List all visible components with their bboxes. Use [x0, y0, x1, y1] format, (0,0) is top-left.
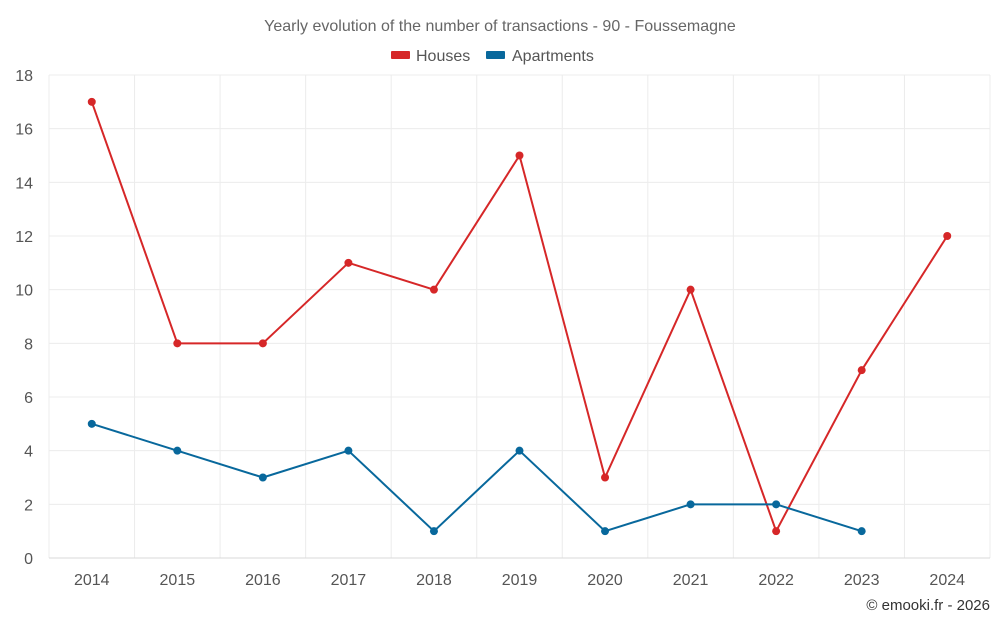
- data-point-houses-2024[interactable]: [943, 232, 952, 240]
- data-point-apartments-2020[interactable]: [601, 527, 610, 536]
- data-point-houses-2022[interactable]: [772, 527, 781, 536]
- x-tick-label: 2019: [502, 572, 538, 589]
- legend: Houses Apartments: [391, 48, 594, 65]
- legend-label-apartments: Apartments: [512, 48, 594, 65]
- data-point-apartments-2015[interactable]: [173, 446, 182, 455]
- y-tick-label: 4: [24, 444, 33, 461]
- data-point-apartments-2018[interactable]: [429, 527, 438, 536]
- legend-swatch-houses: [391, 51, 410, 59]
- y-tick-label: 18: [15, 68, 33, 85]
- x-tick-label: 2021: [673, 572, 709, 589]
- x-tick-label: 2023: [844, 572, 880, 589]
- data-point-apartments-2023[interactable]: [857, 527, 866, 536]
- x-tick-label: 2018: [416, 572, 452, 589]
- x-tick-label: 2020: [587, 572, 623, 589]
- x-tick-label: 2016: [245, 572, 281, 589]
- data-point-apartments-2021[interactable]: [686, 500, 695, 509]
- copyright-credit: © emooki.fr - 2026: [866, 597, 990, 614]
- grid: [48, 74, 991, 558]
- legend-label-houses: Houses: [416, 48, 470, 65]
- data-point-houses-2016[interactable]: [258, 339, 267, 348]
- data-point-apartments-2019[interactable]: [515, 446, 524, 455]
- y-tick-label: 14: [15, 175, 33, 192]
- data-point-houses-2020[interactable]: [601, 473, 610, 482]
- chart-title: Yearly evolution of the number of transa…: [264, 18, 736, 35]
- data-point-houses-2018[interactable]: [429, 285, 438, 294]
- data-point-houses-2023[interactable]: [857, 366, 866, 375]
- y-tick-label: 2: [24, 497, 33, 514]
- y-tick-label: 10: [15, 283, 33, 300]
- y-tick-label: 0: [24, 551, 33, 568]
- data-point-apartments-2017[interactable]: [344, 446, 353, 455]
- x-tick-label: 2024: [929, 572, 965, 589]
- series-line-apartments: [91, 422, 862, 533]
- data-point-houses-2017[interactable]: [344, 258, 353, 267]
- data-point-houses-2014[interactable]: [87, 97, 96, 106]
- x-tick-label: 2014: [74, 572, 110, 589]
- data-point-apartments-2014[interactable]: [87, 419, 96, 428]
- y-tick-label: 12: [15, 229, 33, 246]
- y-tick-label: 8: [24, 336, 33, 353]
- y-tick-label: 6: [24, 390, 33, 407]
- x-tick-label: 2015: [160, 572, 196, 589]
- data-point-houses-2019[interactable]: [515, 151, 524, 160]
- data-point-apartments-2022[interactable]: [772, 500, 781, 509]
- data-point-houses-2021[interactable]: [686, 285, 695, 294]
- y-axis: 0 2 4 6 8 10 12 14 16 18: [15, 68, 33, 568]
- x-axis: 2014 2015 2016 2017 2018 2019 2020 2021 2022 2023…: [49, 557, 990, 589]
- y-tick-label: 16: [15, 122, 33, 139]
- data-point-houses-2015[interactable]: [173, 339, 182, 348]
- x-tick-label: 2022: [758, 572, 794, 589]
- data-point-apartments-2016[interactable]: [258, 473, 267, 482]
- series-layer: [87, 97, 952, 536]
- legend-swatch-apartments: [486, 51, 505, 59]
- x-tick-label: 2017: [331, 572, 367, 589]
